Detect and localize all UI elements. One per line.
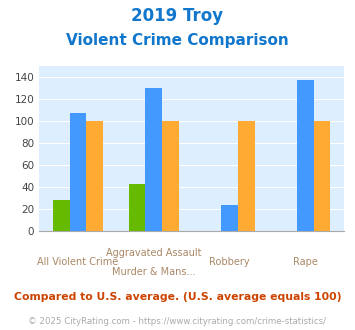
Legend: Troy, Montana, National: Troy, Montana, National — [56, 328, 328, 330]
Text: Rape: Rape — [293, 257, 318, 267]
Bar — [129, 184, 146, 231]
Text: © 2025 CityRating.com - https://www.cityrating.com/crime-statistics/: © 2025 CityRating.com - https://www.city… — [28, 317, 327, 326]
Text: All Violent Crime: All Violent Crime — [37, 257, 119, 267]
Text: Violent Crime Comparison: Violent Crime Comparison — [66, 33, 289, 48]
Bar — [314, 121, 331, 231]
Bar — [70, 113, 86, 231]
Bar — [53, 200, 70, 231]
Bar — [221, 205, 238, 231]
Text: Compared to U.S. average. (U.S. average equals 100): Compared to U.S. average. (U.S. average … — [14, 292, 341, 302]
Bar — [146, 88, 162, 231]
Bar — [86, 121, 103, 231]
Bar — [297, 80, 314, 231]
Text: 2019 Troy: 2019 Troy — [131, 7, 224, 25]
Text: Robbery: Robbery — [209, 257, 250, 267]
Text: Aggravated Assault: Aggravated Assault — [106, 248, 202, 257]
Bar — [162, 121, 179, 231]
Text: Murder & Mans...: Murder & Mans... — [112, 267, 196, 277]
Bar — [238, 121, 255, 231]
